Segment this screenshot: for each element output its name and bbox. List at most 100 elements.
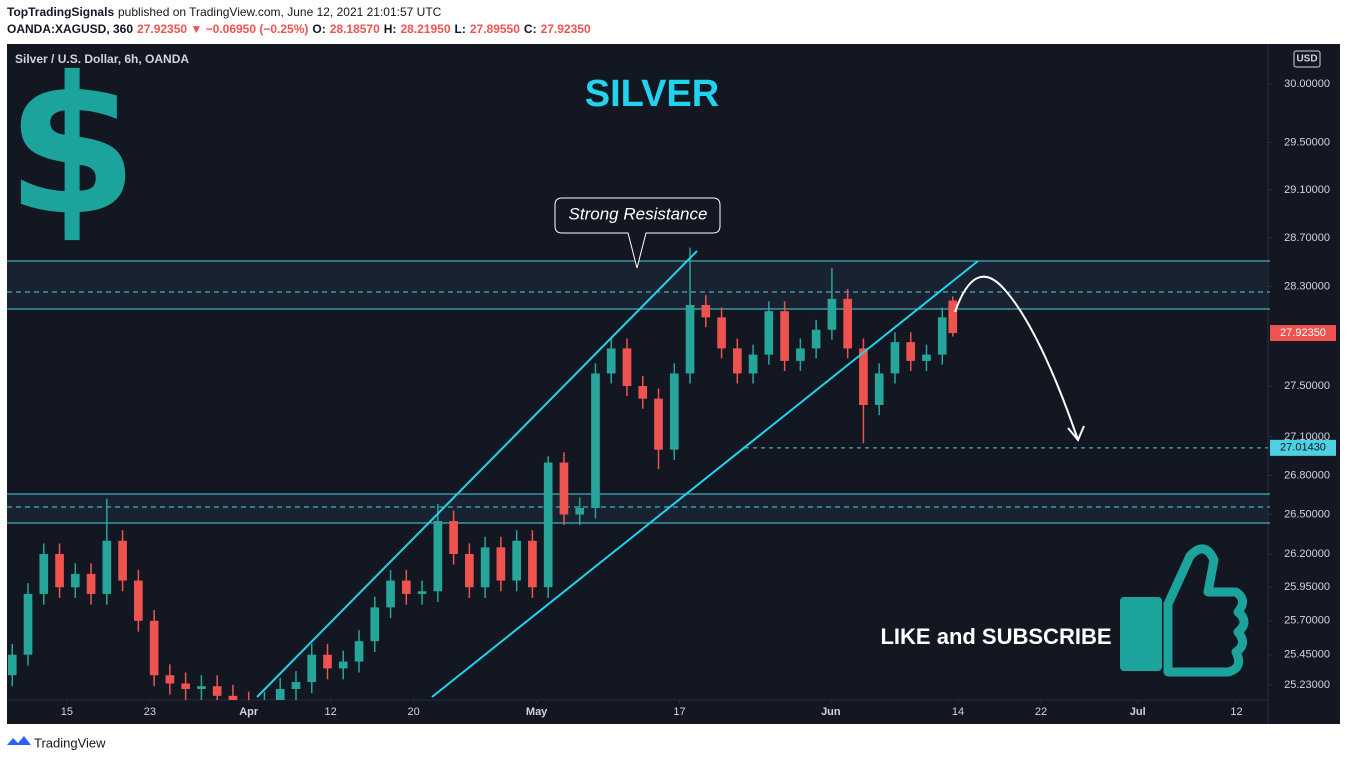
candle-body (796, 348, 805, 361)
candle-body (118, 540, 127, 581)
y-tick-label: 26.80000 (1284, 469, 1330, 481)
x-tick-label: Apr (239, 706, 259, 718)
channel-line (256, 250, 698, 698)
candle-body (922, 354, 931, 361)
last-price-tag (1270, 325, 1336, 342)
target-label: 27.01430 (1280, 442, 1326, 454)
candle-body (827, 298, 837, 330)
candle-body (212, 686, 222, 696)
candle-body (480, 547, 490, 588)
x-tick-label: 23 (144, 706, 156, 718)
candle-body (465, 553, 474, 588)
callout-text: Strong Resistance (569, 204, 708, 223)
quote-part: H: (384, 22, 397, 36)
candle-body (86, 573, 96, 594)
candle-body (575, 507, 585, 515)
thumb-icon (1163, 544, 1249, 677)
footer-brand: TradingView (34, 735, 106, 750)
quote-part: C: (524, 22, 537, 36)
y-tick-label: 27.50000 (1284, 380, 1330, 392)
cta-text: LIKE and SUBSCRIBE (880, 624, 1111, 649)
candle-body (275, 688, 285, 700)
x-tick-label: 15 (61, 706, 73, 718)
candle-body (165, 675, 175, 684)
candle-body (859, 348, 868, 405)
y-tick-label: 28.70000 (1284, 232, 1330, 244)
quote-part: L: (455, 22, 466, 36)
x-tick-label: 14 (952, 706, 964, 718)
x-tick-label: Jun (821, 706, 841, 718)
projection-arrow (954, 275, 1079, 441)
candle-body (701, 304, 711, 318)
y-tick-label: 27.10000 (1284, 431, 1330, 443)
x-tick-label: 20 (408, 706, 420, 718)
arrow-head (1067, 425, 1085, 442)
y-tick-label: 25.45000 (1284, 649, 1330, 661)
candle-body (23, 593, 33, 655)
candle-body (228, 695, 238, 700)
quote-line: OANDA:XAGUSD, 360 27.92350 ▼ −0.06950 (−0… (7, 22, 591, 36)
candle-body (638, 386, 648, 399)
y-tick-label: 25.95000 (1284, 581, 1330, 593)
quote-part: 28.18570 (330, 22, 380, 36)
x-tick-label: 12 (325, 706, 337, 718)
candle-body (512, 540, 521, 581)
candle-body (654, 398, 663, 450)
candle-body (591, 373, 600, 508)
candle-body (906, 342, 916, 361)
candle-body (528, 540, 537, 588)
candle-body (606, 348, 616, 374)
y-tick-label: 30.00000 (1284, 78, 1330, 90)
y-tick-label: 29.10000 (1284, 184, 1330, 196)
candle-body (748, 354, 758, 374)
candle-body (39, 553, 49, 594)
candle-body (948, 300, 958, 334)
quote-part: 27.92350 ▼ −0.06950 (−0.25%) (137, 22, 308, 36)
published: published on TradingView.com, June 12, 2… (118, 5, 442, 19)
candle-body (874, 373, 884, 405)
callout-box (554, 197, 721, 269)
candle-body (70, 573, 80, 588)
candle-body (890, 342, 900, 374)
tv-logo (7, 736, 31, 745)
thumb-cuff (1120, 597, 1162, 671)
candle-body (181, 683, 190, 689)
quote-part: 27.92350 (541, 22, 591, 36)
chart-title: Silver / U.S. Dollar, 6h, OANDA (15, 52, 189, 66)
candle-body (685, 304, 695, 374)
candle-body (417, 591, 427, 594)
y-tick-label: 25.23000 (1284, 679, 1330, 691)
quote-part: O: (312, 22, 325, 36)
candles (7, 247, 958, 700)
candle-body (811, 329, 821, 349)
support-zone (7, 494, 1268, 523)
candle-body (433, 521, 443, 592)
candle-body (543, 462, 553, 588)
last-price-label: 27.92350 (1280, 327, 1326, 339)
candle-body (401, 580, 411, 594)
candle-body (291, 682, 301, 689)
candle-body (732, 348, 742, 374)
candle-body (780, 311, 789, 361)
candle-body (559, 462, 569, 515)
target-tag (1270, 439, 1336, 456)
x-tick-label: 22 (1035, 706, 1047, 718)
y-tick-label: 28.30000 (1284, 280, 1330, 292)
candle-body (354, 641, 364, 662)
candle-body (102, 540, 112, 594)
candle-body (7, 654, 17, 676)
candle-body (338, 661, 348, 669)
axes: 30.00000 29.50000 29.10000 28.70000 28.30000… (61, 78, 1336, 718)
candle-body (669, 373, 679, 450)
candle-body (622, 348, 632, 387)
candle-body (764, 311, 774, 355)
candle-body (149, 620, 159, 676)
author: TopTradingSignals (7, 5, 114, 19)
x-tick-label: Jul (1130, 706, 1146, 718)
y-tick-label: 26.20000 (1284, 548, 1330, 560)
quote-part: 28.21950 (400, 22, 450, 36)
y-tick-label: 26.50000 (1284, 508, 1330, 520)
candle-body (496, 547, 506, 581)
